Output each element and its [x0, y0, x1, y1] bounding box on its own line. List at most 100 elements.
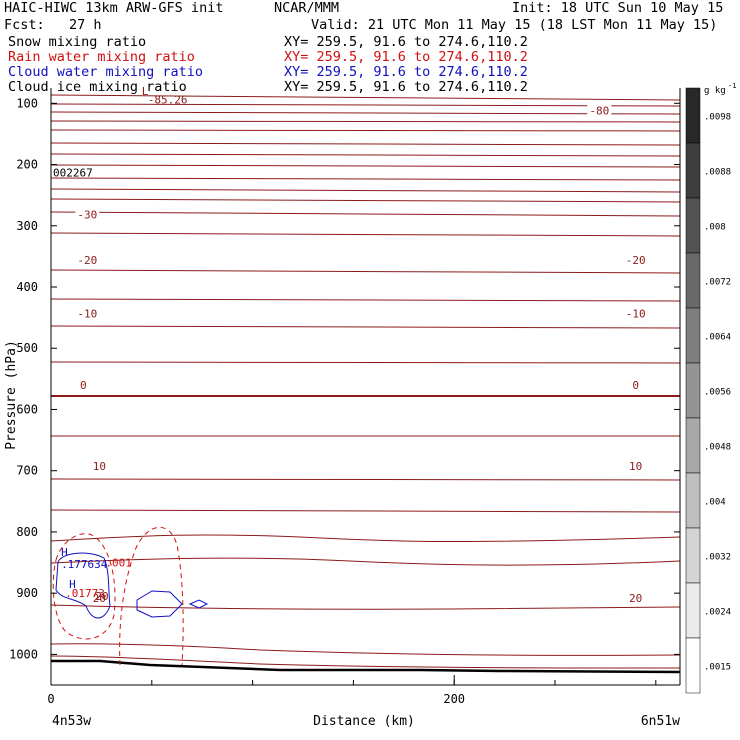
terrain-line: [51, 659, 681, 674]
x-ticks: 0 200: [47, 675, 657, 706]
header-init: Init: 18 UTC Sun 10 May 15: [512, 0, 724, 16]
y-tick-label: 1000: [9, 647, 38, 661]
cloud-water-contour-left: [55, 552, 111, 619]
temperature-contour-line: [50, 269, 681, 274]
temperature-contour-line: [50, 232, 681, 237]
colorbar-label: .0098: [704, 113, 731, 123]
temperature-contour-line: [50, 198, 681, 203]
colorbar-swatch: [685, 142, 701, 199]
cloud-water-contour-small: [188, 599, 209, 609]
temperature-contour-line: [50, 325, 681, 329]
field-cloud-water-name: Cloud water mixing ratio: [8, 64, 204, 80]
temperature-contour-line: [50, 557, 681, 566]
colorbar-unit-exponent: -1: [728, 82, 736, 90]
contour-label-bg: [623, 592, 648, 605]
temperature-contour-line: [50, 142, 681, 146]
colorbar-swatch: [685, 307, 701, 364]
contour-label: 0: [80, 379, 87, 392]
rain-contour-left: [52, 533, 116, 640]
temperature-contour-line: [50, 394, 681, 398]
contour-label-bg: [75, 307, 100, 320]
colorbar-label: .0048: [704, 443, 731, 453]
temperature-contour-line: [50, 129, 681, 132]
field-snow-name: Snow mixing ratio: [8, 34, 147, 50]
contour-label-bg: [623, 378, 648, 391]
temperature-contour-line: [50, 534, 681, 543]
contour-label: -20: [626, 254, 646, 267]
chart-annotation: -85.26: [148, 94, 188, 107]
field-snow-xy: XY= 259.5, 91.6 to 274.6,110.2: [284, 34, 528, 50]
contour-label-bg: [623, 459, 648, 472]
temperature-contour-line: [50, 509, 681, 513]
colorbar-swatch: [685, 87, 701, 144]
chart-annotation: H: [69, 578, 76, 591]
colorbar-label: .008: [704, 223, 726, 233]
colorbar-label: .0072: [704, 278, 731, 288]
colorbar-swatch: [685, 527, 701, 584]
field-rain-xy: XY= 259.5, 91.6 to 274.6,110.2: [284, 49, 528, 65]
y-tick-label: 400: [16, 280, 38, 294]
y-tick-label: 200: [16, 158, 38, 172]
temperature-contour-line: [50, 655, 681, 669]
temperature-contour-line: [50, 435, 681, 437]
contour-label-bg: [75, 208, 100, 221]
colorbar-label: .004: [704, 498, 726, 508]
header-institution: NCAR/MMM: [274, 0, 340, 16]
contour-label: -30: [77, 209, 97, 222]
contour-label-bg: [87, 592, 112, 605]
colorbar-label: .0088: [704, 168, 731, 178]
chart-annotation: H: [61, 546, 68, 559]
colorbar-swatch: [685, 417, 701, 474]
contour-label-bg: [75, 254, 100, 267]
temperature-contour-line: [50, 177, 681, 181]
temperature-contour-line: [50, 478, 681, 481]
chart-annotation: L: [142, 85, 149, 98]
chart-annotation: 002267: [53, 166, 93, 179]
temperature-contour-line: [50, 643, 681, 656]
chart-annotation: .177634: [61, 558, 108, 571]
temperature-contour-line: [50, 211, 681, 217]
field-rain-name: Rain water mixing ratio: [8, 49, 195, 65]
x-start-label: 4n53w: [52, 714, 91, 729]
y-tick-label: 700: [16, 464, 38, 478]
contour-label: -10: [77, 307, 97, 320]
x-tick-label: 0: [47, 692, 54, 706]
colorbar-label: .0024: [704, 608, 731, 618]
header-forecast: Fcst: 27 h: [4, 17, 102, 33]
contour-label-bg: [87, 459, 112, 472]
colorbar-swatch: [685, 362, 701, 419]
field-cloud-ice-xy: XY= 259.5, 91.6 to 274.6,110.2: [284, 79, 528, 95]
colorbar-label: .0064: [704, 333, 731, 343]
temperature-contour-line: [50, 120, 681, 123]
colorbar-swatch: [685, 252, 701, 309]
colorbar-label: .0015: [704, 663, 731, 673]
contour-label-bg: [587, 104, 612, 117]
contour-label: 10: [93, 460, 106, 473]
contour-label: 10: [629, 460, 642, 473]
y-tick-label: 500: [16, 341, 38, 355]
contour-label-bg: [623, 307, 648, 320]
chart-annotation: .001: [105, 557, 131, 570]
chart-annotation: .01773: [65, 587, 105, 600]
x-tick-label: 200: [443, 692, 465, 706]
temperature-contour-line: [50, 361, 681, 364]
colorbar-swatch: [685, 582, 701, 639]
temperature-contour-line: [50, 298, 681, 302]
temperature-contour-line: [50, 164, 681, 168]
colorbar: .0098 .0088 .008 .0072 .0064 .0056 .0048 .004 .0…: [685, 87, 731, 694]
colorbar-swatch: [685, 197, 701, 254]
contour-label-bg: [71, 378, 96, 391]
temperature-contours: -80 -30 -20 -20 -10 -10 0 0 10 10 20 20: [50, 94, 681, 674]
temperature-contour-line: [50, 153, 681, 157]
y-tick-label: 100: [16, 96, 38, 110]
y-tick-label: 300: [16, 219, 38, 233]
temperature-contour-line: [50, 94, 681, 101]
contour-label: 0: [632, 379, 639, 392]
y-tick-label: 800: [16, 525, 38, 539]
temperature-contour-line: [50, 604, 681, 610]
mixing-ratio-contours: [52, 526, 209, 666]
cloud-water-contour-mid: [136, 590, 183, 618]
contour-label: 20: [629, 592, 642, 605]
colorbar-swatch: [685, 472, 701, 529]
